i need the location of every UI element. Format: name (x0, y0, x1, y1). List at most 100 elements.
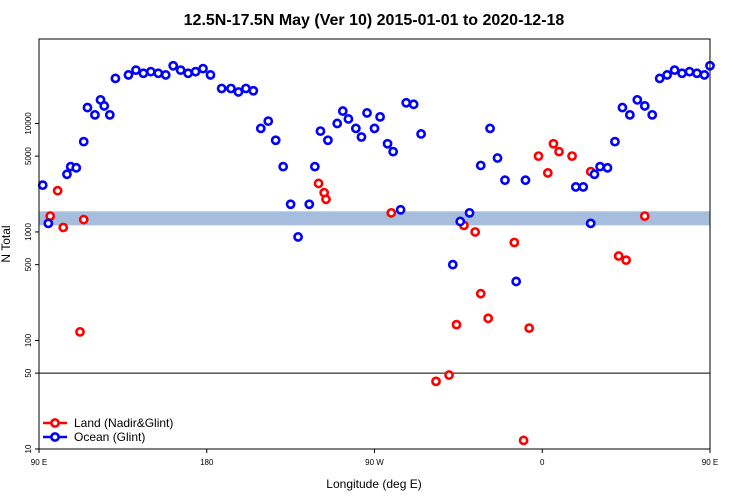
data-point (71, 162, 82, 173)
data-point (362, 108, 372, 118)
data-point (585, 218, 596, 229)
data-point (639, 101, 650, 111)
data-point (647, 109, 658, 120)
data-point (168, 60, 179, 71)
data-point (395, 204, 406, 215)
y-tick-label: 500 (24, 257, 33, 271)
data-point (43, 218, 54, 229)
legend: Land (Nadir&Glint)Ocean (Glint) (43, 416, 173, 444)
data-point (37, 180, 48, 191)
data-point (485, 123, 495, 134)
data-point (500, 175, 510, 186)
data-point (475, 160, 486, 171)
data-point (226, 83, 236, 94)
data-point (233, 87, 244, 97)
data-point (431, 376, 441, 387)
data-point (198, 63, 208, 74)
y-tick-label: 100 (24, 333, 33, 347)
data-point (447, 259, 458, 270)
legend-marker (50, 432, 60, 442)
x-axis-label: Longitude (deg E) (326, 477, 421, 491)
series-1 (37, 60, 531, 287)
data-point (509, 237, 520, 248)
data-point (90, 109, 100, 120)
data-point (595, 161, 605, 172)
data-point (654, 73, 665, 84)
data-point (483, 313, 494, 324)
data-point (613, 251, 624, 261)
series-2 (570, 60, 715, 229)
data-point (248, 85, 259, 96)
data-point (382, 138, 393, 149)
data-point (110, 73, 121, 84)
chart-title: 12.5N-17.5N May (Ver 10) 2015-01-01 to 2… (184, 12, 565, 29)
data-point (589, 169, 600, 180)
data-point (75, 326, 85, 337)
data-point (270, 135, 281, 146)
data-point (416, 129, 426, 139)
data-point (375, 111, 385, 122)
data-point (78, 136, 89, 147)
data-point (78, 214, 89, 225)
y-tick-label: 10 (24, 444, 33, 453)
data-point (639, 211, 650, 222)
data-point (369, 123, 380, 134)
data-point (455, 216, 466, 227)
y-tick-label: 50 (24, 368, 33, 377)
data-point (216, 83, 227, 94)
data-point (602, 162, 613, 173)
data-point (58, 222, 69, 233)
data-point (350, 123, 361, 134)
x-tick-label: 90 E (31, 458, 47, 467)
data-point (548, 138, 559, 149)
data-point (332, 118, 343, 129)
x-tick-label: 180 (200, 458, 214, 467)
data-point (337, 106, 348, 116)
data-point (554, 146, 564, 157)
data-point (533, 151, 544, 162)
data-point (138, 68, 149, 79)
data-point (240, 83, 251, 94)
data-point (104, 109, 115, 120)
legend-marker (50, 418, 60, 428)
data-point (309, 161, 320, 172)
data-point (401, 97, 412, 108)
data-point (205, 70, 216, 80)
x-tick-label: 90 W (365, 458, 384, 467)
data-point (190, 66, 201, 77)
data-point (699, 70, 710, 80)
x-tick-label: 0 (540, 458, 545, 467)
data-point (669, 65, 680, 76)
legend-label: Land (Nadir&Glint) (74, 416, 173, 430)
y-tick-label: 5000 (24, 147, 33, 165)
data-point (263, 116, 274, 127)
data-point (255, 123, 266, 134)
data-point (524, 323, 535, 334)
data-point (52, 185, 63, 196)
data-point (293, 232, 303, 242)
data-point (444, 370, 454, 380)
y-tick-label: 1000 (24, 223, 33, 241)
data-point (82, 102, 93, 113)
data-point (123, 70, 134, 80)
data-point (542, 168, 553, 178)
data-point (343, 114, 354, 124)
reference-band (39, 211, 710, 226)
data-point (520, 175, 531, 186)
data-point (408, 99, 419, 110)
data-point (570, 182, 581, 192)
y-tick-label: 10000 (24, 112, 33, 135)
data-point (518, 435, 529, 446)
data-point (511, 276, 522, 287)
data-point (99, 101, 110, 111)
data-point (677, 68, 687, 79)
data-point (321, 194, 331, 205)
data-point (578, 182, 589, 192)
data-point (662, 70, 673, 80)
data-point (323, 135, 333, 146)
data-point (153, 68, 164, 79)
data-point (492, 153, 503, 163)
data-point (464, 207, 475, 218)
legend-label: Ocean (Glint) (74, 430, 145, 444)
